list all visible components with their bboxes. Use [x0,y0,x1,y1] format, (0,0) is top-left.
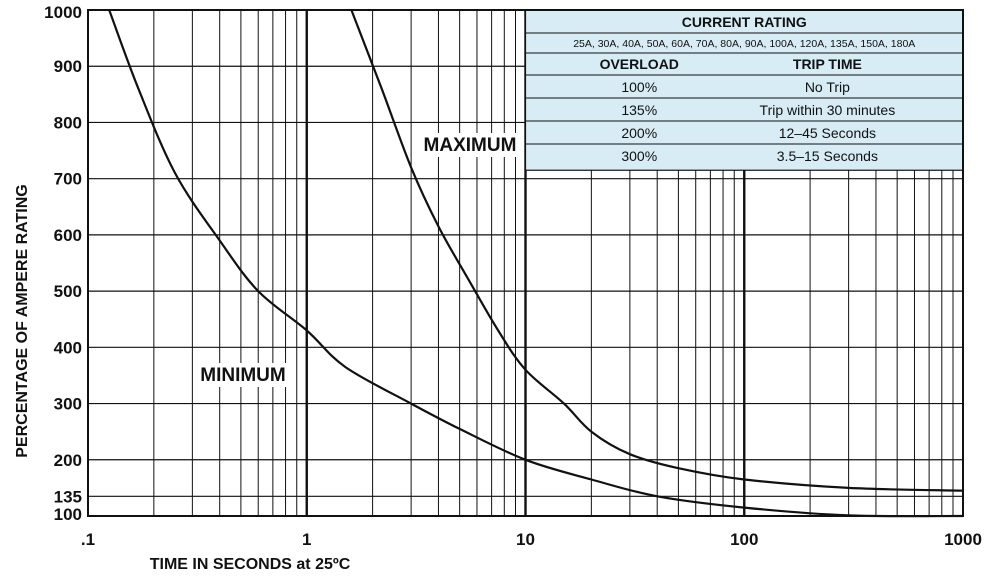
y-tick-label: 800 [54,113,82,132]
x-axis-title: TIME IN SECONDS at 25ºC [150,556,351,573]
current-rating-table: CURRENT RATING 25A, 30A, 40A, 50A, 60A, 7… [524,9,964,171]
table-cell-trip-time: 3.5–15 Seconds [777,148,878,164]
table-cell-trip-time: No Trip [805,79,850,95]
x-tick-label: 1 [302,530,311,549]
table-cell-overload: 100% [621,79,657,95]
label-maximum: MAXIMUM [424,135,517,156]
y-tick-label: 900 [54,57,82,76]
table-ratings: 25A, 30A, 40A, 50A, 60A, 70A, 80A, 90A, … [573,38,915,50]
x-tick-label: 1000 [944,530,982,549]
table-cell-overload: 300% [621,148,657,164]
table-col-overload: OVERLOAD [600,56,679,72]
y-tick-label: 500 [54,282,82,301]
table-cell-overload: 200% [621,125,657,141]
label-bg-maximum [420,133,520,157]
y-tick-label: 200 [54,451,82,470]
y-tick-label: 100 [54,505,82,524]
plot-frame [87,9,964,517]
label-minimum: MINIMUM [200,365,285,386]
table-cell-trip-time: Trip within 30 minutes [760,102,896,118]
table-cell-trip-time: 12–45 Seconds [779,125,876,141]
table-background [524,9,964,171]
y-axis-title: PERCENTAGE OF AMPERE RATING [14,184,31,458]
y-tick-label: 400 [54,338,82,357]
table-title: CURRENT RATING [682,14,807,30]
table-col-trip-time: TRIP TIME [793,56,862,72]
x-tick-label: 100 [730,530,758,549]
series-line-maximum [350,9,964,492]
y-tick-label: 300 [54,395,82,414]
x-tick-label: .1 [81,530,95,549]
y-tick-label: 135 [54,487,82,506]
y-tick-label: 700 [54,170,82,189]
table-cell-overload: 135% [621,102,657,118]
x-tick-label: 10 [516,530,535,549]
y-tick-label: 1000 [44,3,82,22]
series-line-minimum [108,9,964,518]
y-tick-label: 600 [54,226,82,245]
label-bg-minimum [193,363,293,387]
trip-curves: MAXIMUM MINIMUM [108,9,964,518]
